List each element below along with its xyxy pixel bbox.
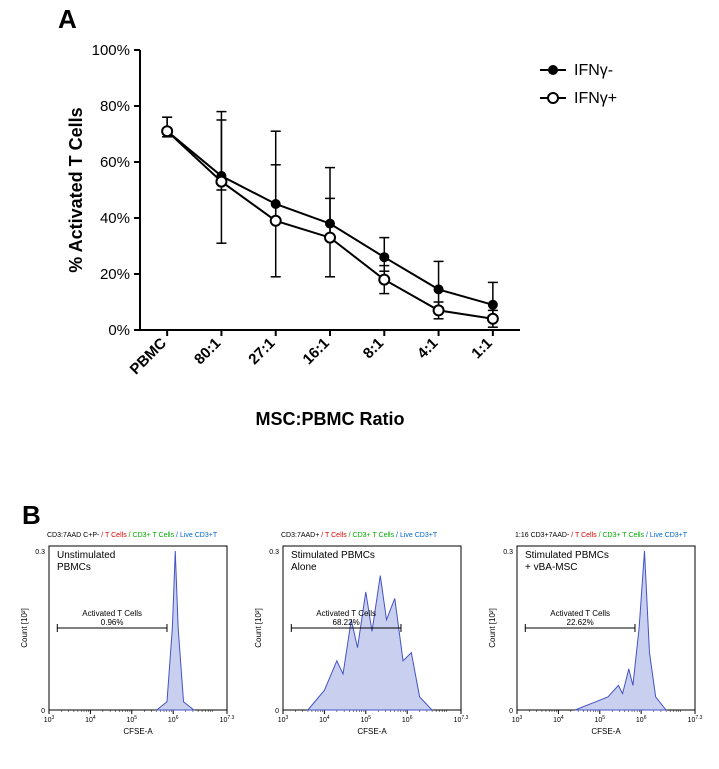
svg-text:Count [10²]: Count [10²] <box>20 608 29 648</box>
svg-text:106: 106 <box>402 715 413 724</box>
svg-text:Count [10²]: Count [10²] <box>254 608 263 648</box>
flow-header: 1:16 CD3+7AAD- / T Cells / CD3+ T Cells … <box>515 532 687 539</box>
svg-text:80:1: 80:1 <box>191 335 224 368</box>
flow-header: CD3:7AAD+ / T Cells / CD3+ T Cells / Liv… <box>281 532 437 539</box>
chart-a-container: 0% 20% 40% 60% 80% 100% PBMC 80:1 27:1 16:1 8:1 4:1… <box>60 30 660 470</box>
panel-b-row: CD3:7AAD C+P- / T Cells / CD3+ T Cells /… <box>15 540 705 740</box>
svg-text:PBMC: PBMC <box>127 335 170 378</box>
svg-text:106: 106 <box>168 715 179 724</box>
svg-text:107.3: 107.3 <box>688 715 703 724</box>
svg-text:103: 103 <box>278 715 289 724</box>
svg-text:104: 104 <box>319 715 330 724</box>
flow-plot-1: CD3:7AAD+ / T Cells / CD3+ T Cells / Liv… <box>249 540 471 740</box>
svg-text:Count [10²]: Count [10²] <box>488 608 497 648</box>
svg-text:Activated T Cells: Activated T Cells <box>550 609 610 618</box>
svg-text:105: 105 <box>361 715 372 724</box>
svg-text:0.3: 0.3 <box>503 549 513 556</box>
svg-text:4:1: 4:1 <box>414 335 441 362</box>
svg-text:22.62%: 22.62% <box>567 618 594 627</box>
svg-text:Activated T Cells: Activated T Cells <box>316 609 376 618</box>
svg-text:20%: 20% <box>100 266 130 283</box>
svg-text:0: 0 <box>509 708 513 715</box>
svg-text:106: 106 <box>636 715 647 724</box>
flow-svg: 0 0.3 Count [10²] 103 104 105 106 107.3 CFSE-A Ac… <box>15 540 237 740</box>
flow-plot-0: CD3:7AAD C+P- / T Cells / CD3+ T Cells /… <box>15 540 237 740</box>
svg-text:27:1: 27:1 <box>245 335 278 368</box>
svg-text:40%: 40% <box>100 210 130 227</box>
chart-a-svg: 0% 20% 40% 60% 80% 100% PBMC 80:1 27:1 16:1 8:1 4:1… <box>60 30 660 470</box>
flow-header: CD3:7AAD C+P- / T Cells / CD3+ T Cells /… <box>47 532 217 539</box>
flow-plot-2: 1:16 CD3+7AAD- / T Cells / CD3+ T Cells … <box>483 540 705 740</box>
svg-text:68.22%: 68.22% <box>333 618 360 627</box>
flow-condition-label: Stimulated PBMCsAlone <box>291 550 375 574</box>
svg-text:CFSE-A: CFSE-A <box>123 727 153 736</box>
svg-text:107.3: 107.3 <box>454 715 469 724</box>
flow-condition-label: UnstimulatedPBMCs <box>57 550 115 574</box>
svg-text:0: 0 <box>41 708 45 715</box>
svg-text:107.3: 107.3 <box>220 715 235 724</box>
svg-text:% Activated T Cells: % Activated T Cells <box>66 107 86 272</box>
svg-text:MSC:PBMC Ratio: MSC:PBMC Ratio <box>256 409 405 429</box>
svg-text:100%: 100% <box>92 42 130 59</box>
svg-text:103: 103 <box>44 715 55 724</box>
svg-text:80%: 80% <box>100 98 130 115</box>
svg-text:0.96%: 0.96% <box>101 618 124 627</box>
svg-text:105: 105 <box>127 715 138 724</box>
flow-condition-label: Stimulated PBMCs+ vBA-MSC <box>525 550 609 574</box>
svg-text:104: 104 <box>553 715 564 724</box>
svg-text:60%: 60% <box>100 154 130 171</box>
svg-text:103: 103 <box>512 715 523 724</box>
svg-text:0.3: 0.3 <box>35 549 45 556</box>
svg-text:0.3: 0.3 <box>269 549 279 556</box>
svg-text:104: 104 <box>85 715 96 724</box>
svg-text:16:1: 16:1 <box>300 335 333 368</box>
svg-text:1:1: 1:1 <box>468 335 495 362</box>
svg-text:0: 0 <box>275 708 279 715</box>
svg-text:CFSE-A: CFSE-A <box>357 727 387 736</box>
svg-text:105: 105 <box>595 715 606 724</box>
svg-text:IFNγ+: IFNγ+ <box>574 90 617 107</box>
svg-text:8:1: 8:1 <box>360 335 387 362</box>
panel-b-label: B <box>22 500 41 531</box>
svg-text:Activated T Cells: Activated T Cells <box>82 609 142 618</box>
svg-text:IFNγ-: IFNγ- <box>574 62 613 79</box>
svg-text:0%: 0% <box>108 322 130 339</box>
svg-text:CFSE-A: CFSE-A <box>591 727 621 736</box>
